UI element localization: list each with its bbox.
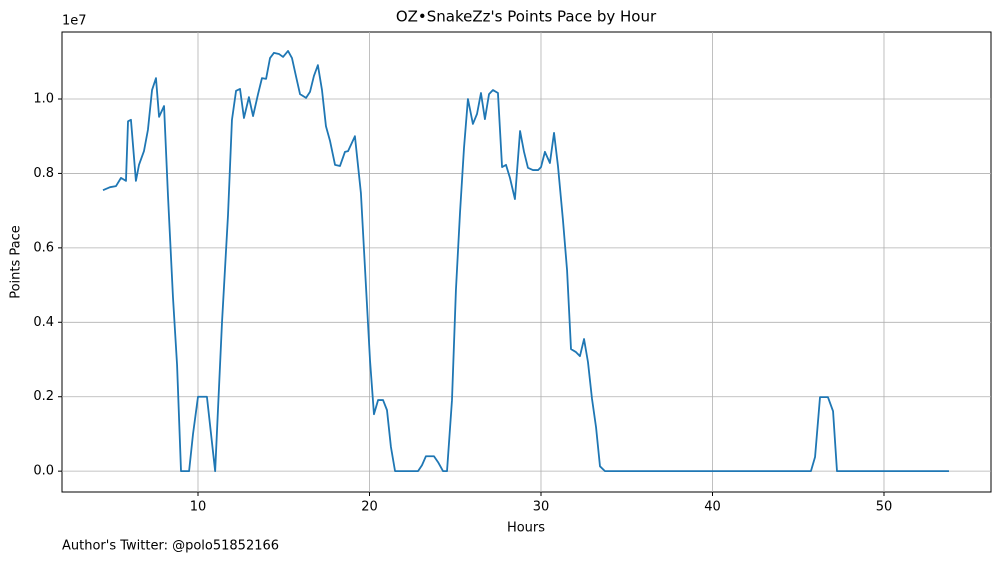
x-tick-label: 10 (190, 500, 207, 515)
y-axis-label: Points Pace (9, 225, 24, 299)
x-tick-label: 40 (704, 500, 721, 515)
x-tick-label: 30 (533, 500, 550, 515)
footnote: Author's Twitter: @polo51852166 (62, 539, 279, 554)
plot-frame (61, 31, 992, 493)
y-tick-label: 0.8 (33, 166, 54, 181)
y-tick-label: 0.0 (33, 464, 54, 479)
y-tick-label: 0.6 (33, 240, 54, 255)
y-tick-label: 1.0 (33, 91, 54, 106)
x-tick-label: 20 (361, 500, 378, 515)
x-tick-label: 50 (876, 500, 893, 515)
chart-title: OZ•SnakeZz's Points Pace by Hour (396, 8, 657, 26)
y-tick-label: 0.4 (33, 315, 54, 330)
line-series (102, 50, 949, 473)
y-tick-label: 0.2 (33, 389, 54, 404)
x-axis-label: Hours (507, 521, 545, 536)
y-offset-label: 1e7 (62, 14, 87, 29)
